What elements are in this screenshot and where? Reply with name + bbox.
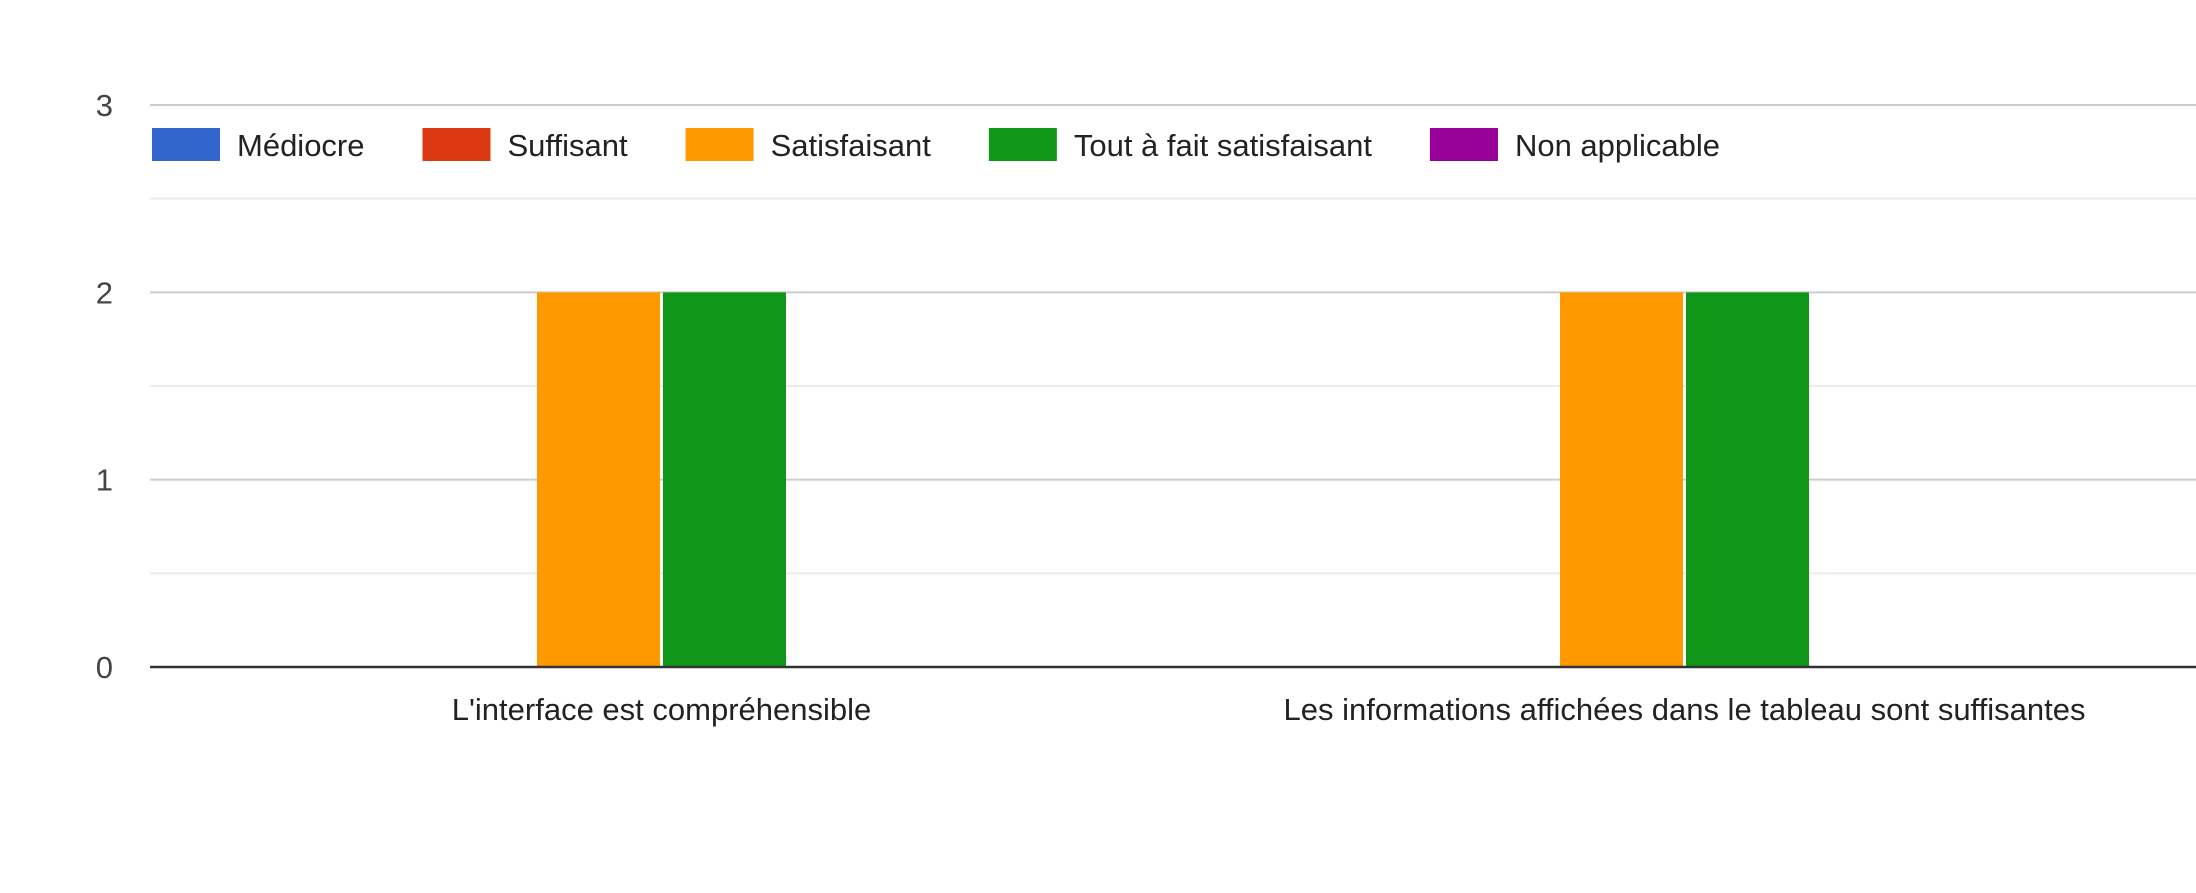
- legend-swatch: [152, 128, 220, 161]
- legend-label: Non applicable: [1515, 128, 1720, 163]
- y-tick-label: 0: [96, 650, 113, 685]
- legend-swatch: [1429, 128, 1498, 161]
- y-tick-label: 3: [96, 88, 113, 123]
- bars: [537, 292, 1809, 667]
- axes: 0 1 2 3 L'interface est compréhensible Les in…: [96, 88, 2196, 727]
- legend-label: Suffisant: [508, 128, 628, 163]
- legend-label: Tout à fait satisfaisant: [1074, 128, 1372, 163]
- y-tick-label: 1: [96, 463, 113, 498]
- bar: [1686, 292, 1809, 667]
- y-tick-label: 2: [96, 275, 113, 310]
- legend-label: Satisfaisant: [771, 128, 932, 163]
- x-tick-label: Les informations affichées dans le table…: [1284, 692, 2086, 727]
- legend-swatch: [988, 128, 1057, 161]
- legend-swatch: [422, 128, 491, 161]
- x-tick-label: L'interface est compréhensible: [452, 692, 871, 727]
- legend: Médiocre Suffisant Satisfaisant Tout à fait…: [152, 128, 1720, 163]
- legend-swatch: [685, 128, 754, 161]
- bar: [663, 292, 786, 667]
- gridlines: [150, 104, 2196, 575]
- bar: [1560, 292, 1683, 667]
- legend-label: Médiocre: [237, 128, 365, 163]
- bar: [537, 292, 660, 667]
